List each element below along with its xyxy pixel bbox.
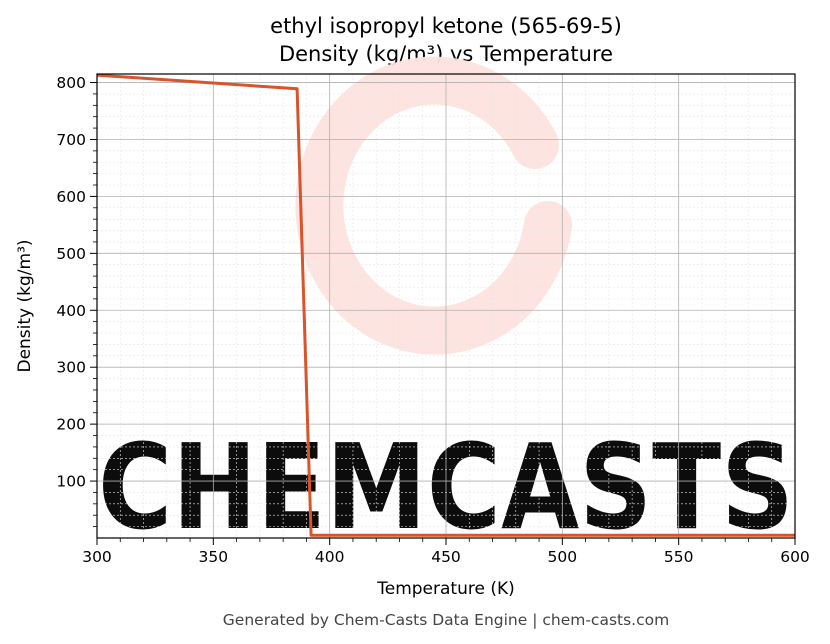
footer-credit: Generated by Chem-Casts Data Engine | ch… xyxy=(223,611,669,629)
y-axis-label: Density (kg/m³) xyxy=(15,239,35,372)
x-tick-label: 300 xyxy=(82,548,112,566)
x-tick-label: 350 xyxy=(199,548,229,566)
y-tick-label: 700 xyxy=(56,131,86,149)
y-tick-label: 400 xyxy=(56,302,86,320)
axis-ticks: 300 350 400 450 500 550 600 100 200 300 400 500 600 7… xyxy=(56,74,809,566)
y-tick-label: 800 xyxy=(56,74,86,92)
x-tick-label: 600 xyxy=(780,548,810,566)
y-tick-label: 200 xyxy=(56,416,86,434)
y-tick-label: 600 xyxy=(56,188,86,206)
chart-title: ethyl isopropyl ketone (565-69-5) xyxy=(270,14,622,38)
y-tick-label: 300 xyxy=(56,359,86,377)
series-layer xyxy=(96,73,795,537)
density-series-line xyxy=(96,73,795,537)
x-axis-label: Temperature (K) xyxy=(376,579,515,599)
x-tick-label: 400 xyxy=(315,548,345,566)
x-tick-label: 500 xyxy=(548,548,578,566)
y-tick-label: 500 xyxy=(56,245,86,263)
x-tick-label: 450 xyxy=(431,548,461,566)
watermark-logo-ring xyxy=(295,56,572,355)
y-tick-label: 100 xyxy=(56,473,86,491)
x-tick-label: 550 xyxy=(664,548,694,566)
